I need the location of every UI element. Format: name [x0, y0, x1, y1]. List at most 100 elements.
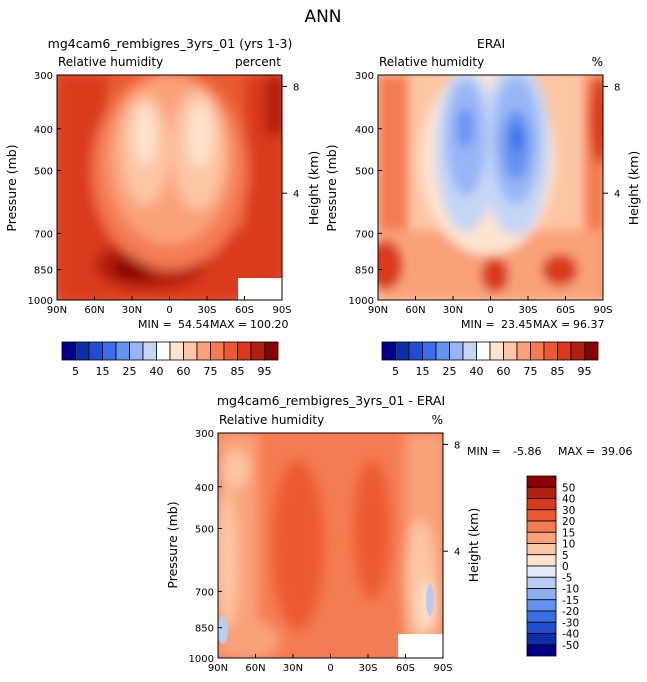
colorbar-swatch — [264, 341, 279, 361]
panel-diff: mg4cam6_rembigres_3yrs_01 - ERAI Relativ… — [165, 393, 633, 674]
y-tick-label: 300 — [34, 71, 53, 82]
y-tick-label: 500 — [195, 524, 214, 535]
colorbar-label: -5 — [562, 572, 572, 584]
colorbar-swatch — [435, 341, 450, 361]
panel-diff-variable: Relative humidity — [219, 413, 324, 427]
colorbar-swatch — [449, 341, 464, 361]
y-right-tick-label: 8 — [454, 440, 460, 451]
colorbar-swatch — [75, 341, 90, 361]
y-tick-label: 500 — [355, 166, 374, 177]
colorbar-swatch — [210, 341, 225, 361]
colorbar-label: 40 — [470, 365, 484, 378]
colorbar-swatch — [408, 341, 423, 361]
colorbar-swatch — [503, 341, 518, 361]
colorbar-label: 85 — [551, 365, 565, 378]
colorbar-swatch — [530, 341, 545, 361]
colorbar-swatch — [526, 599, 557, 612]
colorbar-swatch — [526, 621, 557, 634]
y-tick-label: 850 — [355, 266, 374, 277]
x-tick-label: 60S — [396, 663, 415, 674]
y-tick-label: 300 — [195, 429, 214, 440]
colorbar-swatch — [183, 341, 198, 361]
colorbar-label: 40 — [562, 494, 575, 506]
panel-obs-min-value: 23.45 — [501, 318, 533, 331]
colorbar-swatch — [526, 543, 557, 556]
x-tick-label: 60N — [405, 305, 425, 316]
y-tick-label: 1000 — [349, 296, 374, 307]
y-right-tick-label: 4 — [454, 547, 460, 558]
panel-obs-units: % — [592, 55, 603, 69]
colorbar-swatch — [129, 341, 144, 361]
colorbar-swatch — [526, 554, 557, 567]
colorbar-swatch — [526, 509, 557, 522]
panel-diff-max-label: MAX = — [558, 445, 595, 458]
colorbar-label: -10 — [562, 584, 579, 596]
colorbar-label: 25 — [123, 365, 137, 378]
colorbar-swatch — [422, 341, 437, 361]
x-tick-label: 90N — [47, 305, 67, 316]
panel-model-min-value: 54.54 — [178, 318, 210, 331]
y-tick-label: 300 — [355, 71, 374, 82]
panel-model-max-value: 100.20 — [250, 318, 289, 331]
panel-diff-units: % — [432, 413, 443, 427]
colorbar-swatch — [381, 341, 396, 361]
colorbar-label: 95 — [258, 365, 272, 378]
colorbar-swatch — [584, 341, 599, 361]
colorbar-label: 20 — [562, 516, 575, 528]
colorbar-swatch — [196, 341, 211, 361]
colorbar-label: 40 — [150, 365, 164, 378]
colorbar-label: 30 — [562, 505, 575, 517]
colorbar-label: 15 — [96, 365, 110, 378]
colorbar-swatch — [570, 341, 585, 361]
panel-model-units: percent — [235, 55, 281, 69]
colorbar-swatch — [223, 341, 238, 361]
colorbar-swatch — [156, 341, 171, 361]
colorbar-swatch — [526, 520, 557, 533]
colorbar-label: 85 — [231, 365, 245, 378]
panel-diff-min-value: -5.86 — [513, 445, 541, 458]
colorbar-swatch — [526, 576, 557, 589]
x-tick-label: 60N — [245, 663, 265, 674]
colorbar-swatch — [237, 341, 252, 361]
y-tick-label: 1000 — [28, 296, 53, 307]
panel-diff-min-label: MIN = — [467, 445, 501, 458]
colorbar-swatch — [489, 341, 504, 361]
colorbar-label: 25 — [443, 365, 457, 378]
panel-diff-ylabel: Pressure (mb) — [165, 501, 180, 588]
x-tick-label: 0 — [487, 305, 493, 316]
colorbar-swatch — [526, 486, 557, 499]
colorbar-label: -20 — [562, 606, 579, 618]
colorbar-swatch — [462, 341, 477, 361]
colorbar-swatch — [250, 341, 265, 361]
panel-obs-min-label: MIN = — [461, 318, 495, 331]
colorbar-swatch — [115, 341, 130, 361]
panel-diff-title: mg4cam6_rembigres_3yrs_01 - ERAI — [217, 393, 445, 408]
colorbar-label: 50 — [562, 482, 575, 494]
panel-model-ylabel-right: Height (km) — [306, 151, 321, 225]
colorbar-swatch — [557, 341, 572, 361]
colorbar-swatch — [526, 588, 557, 601]
panel-model-variable: Relative humidity — [58, 55, 163, 69]
colorbar-swatch — [169, 341, 184, 361]
y-tick-label: 500 — [34, 166, 53, 177]
colorbar-label: 5 — [562, 550, 569, 562]
x-tick-label: 90N — [208, 663, 228, 674]
panel-obs-variable: Relative humidity — [379, 55, 484, 69]
panel-obs-ylabel: Pressure (mb) — [324, 144, 339, 231]
x-tick-label: 30S — [197, 305, 216, 316]
x-tick-label: 60N — [84, 305, 104, 316]
colorbar-label: -30 — [562, 617, 579, 629]
y-right-tick-label: 8 — [614, 82, 620, 93]
y-tick-label: 400 — [355, 125, 374, 136]
x-tick-label: 60S — [556, 305, 575, 316]
colorbar-swatch — [526, 644, 557, 657]
colorbar-obs: 5 15 25 40 60 75 85 95 — [381, 341, 599, 378]
colorbar-model: 5 15 25 40 60 75 85 95 — [61, 341, 279, 378]
y-tick-label: 700 — [34, 229, 53, 240]
panel-obs-field — [378, 75, 603, 300]
colorbar-label: -40 — [562, 629, 579, 641]
colorbar-swatch — [543, 341, 558, 361]
panel-diff-field — [218, 433, 443, 658]
panel-model-field — [57, 75, 282, 300]
